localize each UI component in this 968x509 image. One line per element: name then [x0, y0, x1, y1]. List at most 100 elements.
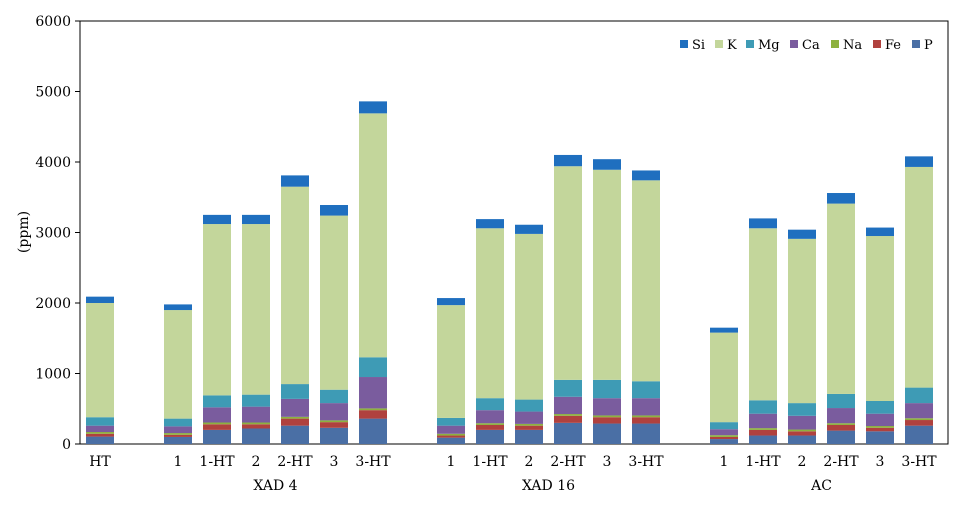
bar-segment-ca: [866, 413, 894, 427]
bar-segment-k: [359, 113, 387, 358]
y-tick-label: 6000: [35, 14, 71, 30]
bar-segment-mg: [827, 393, 855, 409]
bar-segment-mg: [86, 417, 114, 426]
bar-segment-fe: [242, 424, 270, 429]
bar-segment-si: [827, 193, 855, 204]
y-tick-label: 0: [62, 437, 71, 453]
bar-segment-fe: [554, 415, 582, 423]
bar-segment-p: [866, 431, 894, 444]
bar-segment-ca: [242, 406, 270, 423]
category-label: 2: [252, 454, 261, 470]
bar-segment-p: [632, 423, 660, 444]
bar-segment-fe: [905, 420, 933, 426]
bar-segment-mg: [554, 379, 582, 397]
y-axis-title: (ppm): [16, 211, 32, 253]
bar-segment-fe: [866, 427, 894, 432]
bar-segment-ca: [632, 398, 660, 416]
category-label: 2: [525, 454, 534, 470]
bar-segment-ca: [281, 398, 309, 417]
legend-swatch-na: [831, 40, 839, 48]
bar-segment-mg: [710, 422, 738, 430]
legend-label-ca: Ca: [802, 38, 820, 53]
bar-segment-fe: [632, 417, 660, 424]
bar-segment-ca: [203, 407, 231, 423]
bar-segment-p: [281, 425, 309, 444]
legend-swatch-ca: [790, 40, 798, 48]
group-label: AC: [810, 478, 832, 494]
bar-segment-fe: [515, 425, 543, 430]
bar-segment-ca: [320, 403, 348, 421]
bar-segment-mg: [164, 418, 192, 427]
bar-segment-fe: [788, 431, 816, 436]
bar-segment-p: [476, 429, 504, 444]
bar-segment-ca: [827, 408, 855, 424]
bar-segment-si: [281, 175, 309, 187]
bar-segment-p: [242, 428, 270, 444]
bar-segment-mg: [632, 381, 660, 399]
bar-segment-p: [593, 423, 621, 444]
bar-segment-na: [281, 416, 309, 419]
bar-segment-si: [515, 224, 543, 234]
bar-segment-fe: [437, 435, 465, 438]
bar-segment-k: [437, 305, 465, 418]
legend-swatch-si: [680, 40, 688, 48]
bar-segment-si: [359, 101, 387, 114]
bar-segment-mg: [359, 357, 387, 378]
bar-segment-na: [905, 418, 933, 421]
bar-segment-k: [710, 332, 738, 423]
bar-segment-fe: [710, 436, 738, 440]
bar-segment-mg: [437, 417, 465, 426]
bar-segment-na: [632, 415, 660, 418]
bar-segment-si: [749, 218, 777, 229]
bar-segment-na: [866, 426, 894, 428]
bar-segment-k: [905, 166, 933, 388]
bar-segment-k: [866, 236, 894, 401]
y-tick-label: 2000: [35, 296, 71, 312]
bar-segment-ca: [593, 398, 621, 416]
bar-segment-k: [632, 180, 660, 382]
legend-label-k: K: [727, 38, 737, 53]
bar-segment-si: [554, 154, 582, 167]
category-label: HT: [89, 454, 111, 470]
bar-segment-p: [749, 435, 777, 444]
bar-segment-p: [320, 427, 348, 444]
bar-segment-si: [788, 229, 816, 239]
category-label: 2-HT: [277, 454, 313, 470]
bar-segment-k: [320, 215, 348, 390]
bar-segment-fe: [593, 417, 621, 424]
category-label: 2: [798, 454, 807, 470]
bar-segment-p: [710, 439, 738, 444]
bar-segment-ca: [515, 411, 543, 424]
bar-segment-fe: [359, 410, 387, 419]
bar-segment-na: [359, 408, 387, 411]
bar-segment-k: [827, 203, 855, 394]
y-tick-label: 4000: [35, 155, 71, 171]
category-label: 2-HT: [550, 454, 586, 470]
category-label: 1: [720, 454, 729, 470]
bar-segment-k: [476, 228, 504, 399]
legend-label-p: P: [924, 38, 933, 53]
bar-segment-p: [437, 437, 465, 444]
bar-segment-ca: [86, 425, 114, 433]
bar-segment-ca: [476, 410, 504, 424]
bar-segment-na: [164, 433, 192, 435]
bar-segment-k: [749, 228, 777, 401]
bar-segment-na: [203, 422, 231, 425]
bar-segment-mg: [866, 400, 894, 414]
bar-segment-si: [320, 205, 348, 216]
bar-segment-na: [476, 423, 504, 425]
bar-segment-k: [554, 166, 582, 380]
bar-segment-ca: [359, 377, 387, 409]
bar-segment-na: [554, 414, 582, 416]
category-label: 1-HT: [199, 454, 235, 470]
bar-segment-mg: [476, 398, 504, 411]
bar-segment-si: [710, 327, 738, 333]
bar-segment-na: [242, 422, 270, 425]
bar-segment-fe: [164, 434, 192, 437]
bar-segment-ca: [437, 425, 465, 434]
bar-segment-si: [437, 298, 465, 306]
category-label: 1: [174, 454, 183, 470]
legend-label-si: Si: [692, 38, 705, 53]
legend-swatch-fe: [873, 40, 881, 48]
